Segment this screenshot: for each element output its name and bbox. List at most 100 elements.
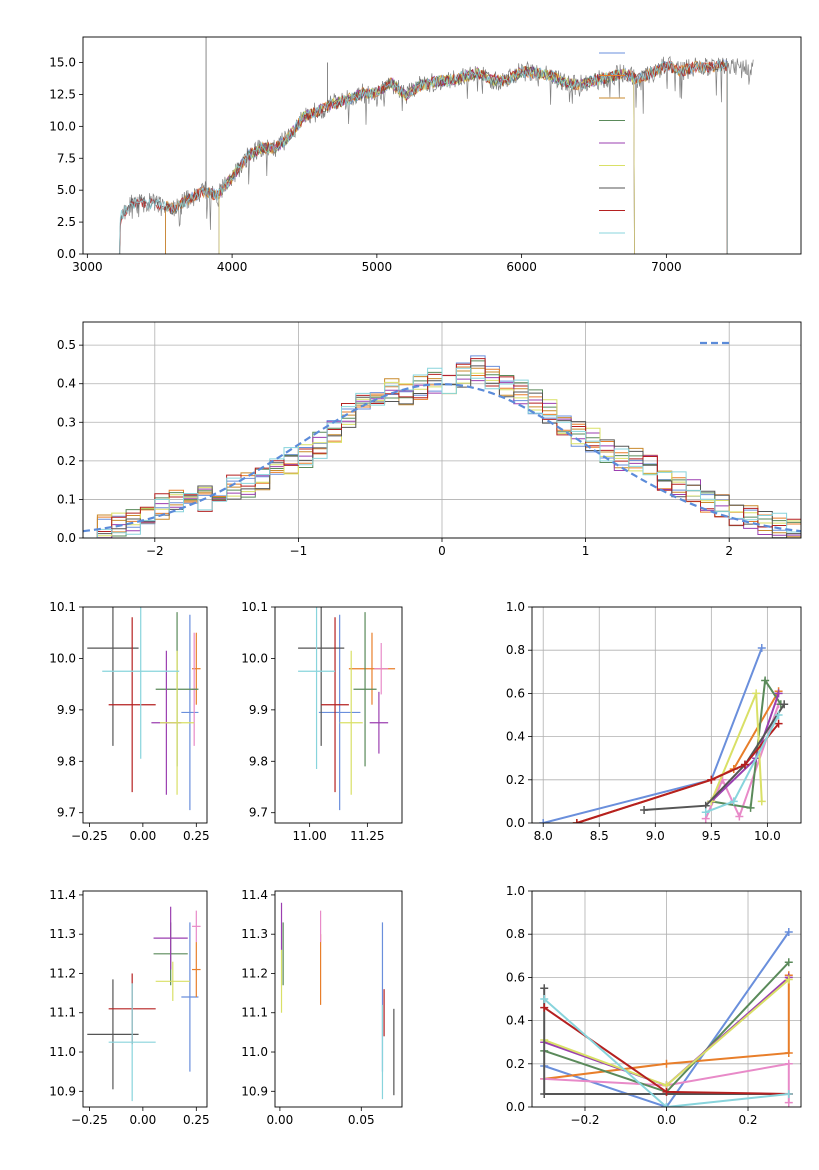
x-tick-label: 7000: [651, 260, 682, 274]
x-tick-label: 8.5: [590, 829, 609, 843]
plus-marker: [572, 819, 581, 823]
plus-marker: [784, 1098, 793, 1107]
y-tick-label: 11.0: [241, 1045, 268, 1059]
z-age-axes: −0.25 0.00 0.25 9.7 9.8 9.9 10.0 10.1: [49, 600, 209, 843]
plus-marker: [752, 689, 761, 698]
y-tick-label: 11.3: [49, 927, 76, 941]
plus-marker: [784, 958, 793, 967]
plus-marker: [540, 1090, 549, 1099]
age-weight-axes: 8.0 8.5 9.0 9.5 10.0 0.0 0.2 0.4 0.6 0.8 1.0: [506, 600, 801, 843]
y-tick-label: 0.3: [57, 415, 76, 429]
histograms: [83, 355, 801, 538]
plot-frame: [82, 606, 208, 824]
x-tick-label: 5000: [362, 260, 393, 274]
weight-line: [543, 998, 789, 1107]
y-tick-label: 12.5: [49, 87, 76, 101]
plot-frame: [531, 890, 802, 1108]
weight-line: [644, 703, 786, 811]
y-tick-label: 1.0: [506, 884, 525, 898]
y-tick-label: 2.5: [57, 215, 76, 229]
y-tick-label: 9.8: [249, 754, 268, 768]
y-tick-label: 11.4: [241, 888, 268, 902]
y-tick-label: 10.1: [241, 600, 268, 614]
weight-line: [542, 647, 763, 823]
y-tick-label: 0.4: [506, 1014, 525, 1028]
y-tick-label: 0.2: [57, 454, 76, 468]
plot-frame: [82, 321, 802, 539]
plus-marker: [784, 1059, 793, 1068]
plus-marker: [662, 1059, 671, 1068]
plot-frame: [274, 890, 403, 1108]
x-tick-label: −2: [146, 544, 164, 558]
y-tick-label: 11.1: [49, 1006, 76, 1020]
error-bars: [298, 607, 396, 811]
x-tick-label: −1: [290, 544, 308, 558]
plus-marker: [757, 797, 766, 806]
model-line: [118, 59, 728, 254]
ebv-mass-axes: 0.00 0.05 10.9 11.0 11.1 11.2 11.3 11.4: [241, 888, 374, 1127]
x-tick-label: 0.00: [267, 1113, 294, 1127]
x-tick-label: 0: [438, 544, 446, 558]
spectrum-axes: 3000 4000 5000 6000 7000 0.0 2.5 5.0 7.5 10.0 12.5…: [49, 56, 681, 274]
y-tick-label: 0.0: [506, 1100, 525, 1114]
weight-line: [710, 693, 763, 802]
model-line: [118, 60, 728, 254]
y-tick-label: 9.8: [57, 754, 76, 768]
y-tick-label: 0.4: [506, 730, 525, 744]
x-tick-label: −0.25: [71, 1113, 108, 1127]
plus-marker: [701, 808, 710, 817]
z-mass-axes: −0.25 0.00 0.25 10.9 11.0 11.1 11.2 11.3 11.4: [49, 888, 209, 1127]
y-tick-label: 10.0: [49, 119, 76, 133]
plot-frame: [531, 606, 802, 824]
x-tick-label: 3000: [72, 260, 103, 274]
y-tick-label: 0.0: [506, 816, 525, 830]
y-tick-label: 0.4: [57, 377, 76, 391]
plus-marker: [780, 700, 789, 709]
plus-marker: [784, 975, 793, 984]
data-spectrum-line: [119, 55, 754, 254]
plus-marker: [784, 928, 793, 937]
weight-line: [576, 722, 780, 823]
y-tick-label: 0.6: [506, 970, 525, 984]
plot-frame: [82, 890, 208, 1108]
x-tick-label: 2: [725, 544, 733, 558]
error-bars: [87, 906, 201, 1102]
y-tick-label: 15.0: [49, 56, 76, 70]
x-tick-label: 10.0: [754, 829, 781, 843]
plus-marker: [774, 689, 783, 698]
spectrum-lines: [118, 37, 754, 254]
error-bars: [280, 902, 395, 1100]
plus-marker: [540, 995, 549, 1003]
plus-marker: [735, 812, 744, 821]
plus-marker: [757, 644, 766, 653]
mass-age-axes: 11.00 11.25 9.7 9.8 9.9 10.0 10.1: [241, 600, 384, 843]
plus-marker: [640, 806, 649, 815]
y-tick-label: 11.0: [49, 1045, 76, 1059]
x-tick-label: 11.00: [292, 829, 326, 843]
x-tick-label: 0.0: [657, 1113, 676, 1127]
y-tick-label: 0.2: [506, 773, 525, 787]
plot-frame: [82, 36, 802, 255]
weight-line: [544, 1062, 790, 1103]
plus-marker: [540, 984, 549, 993]
x-tick-label: 0.05: [348, 1113, 375, 1127]
plus-marker: [729, 797, 738, 806]
y-tick-label: 9.9: [249, 703, 268, 717]
y-tick-label: 1.0: [506, 600, 525, 614]
y-tick-label: 11.3: [241, 927, 268, 941]
plus-marker: [707, 775, 716, 784]
y-tick-label: 0.0: [57, 531, 76, 545]
plus-marker: [662, 1103, 671, 1107]
x-tick-label: 0.25: [183, 829, 210, 843]
y-tick-label: 10.9: [49, 1084, 76, 1098]
plus-marker: [761, 676, 770, 685]
y-tick-label: 0.0: [57, 247, 76, 261]
plus-marker: [784, 1090, 793, 1099]
y-tick-label: 10.0: [49, 651, 76, 665]
x-tick-label: 0.25: [183, 1113, 210, 1127]
y-tick-label: 9.7: [57, 806, 76, 820]
plus-marker: [540, 1003, 549, 1012]
weight-lines: [539, 644, 789, 823]
y-tick-label: 0.8: [506, 927, 525, 941]
